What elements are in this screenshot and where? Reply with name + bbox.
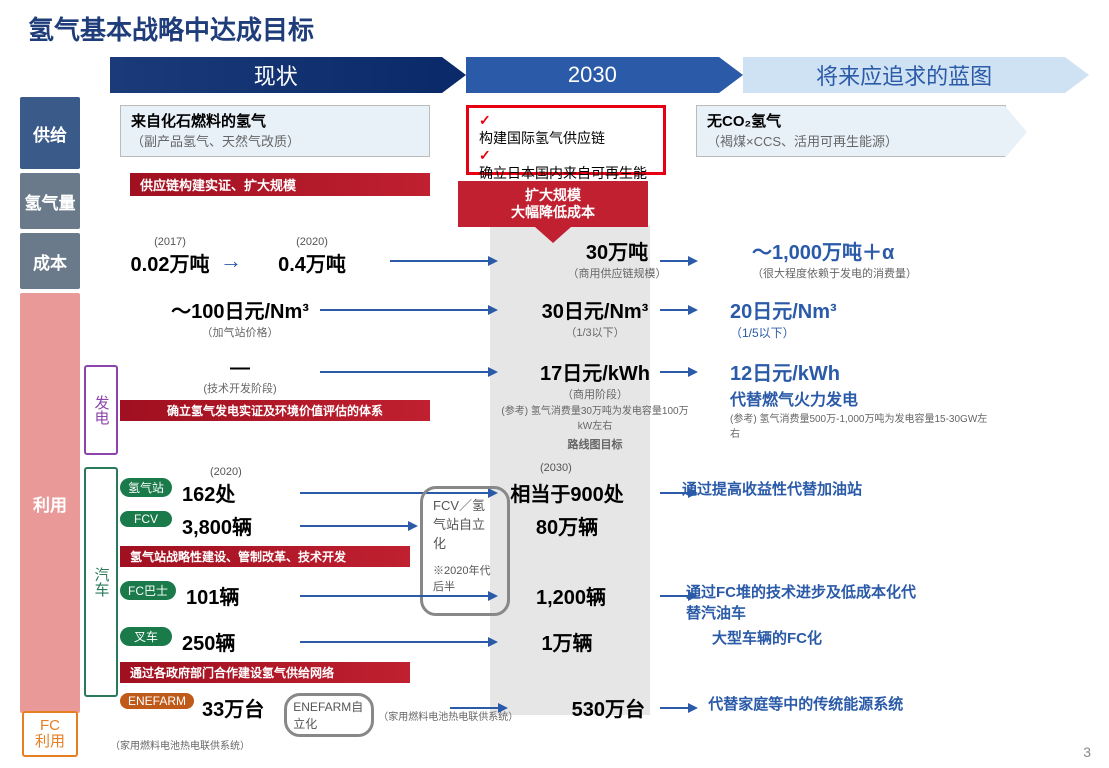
label: 扩大规模	[525, 187, 581, 203]
year-label: (2020)	[242, 236, 382, 248]
label: ENEFARM自立化	[293, 700, 363, 731]
label: (参考) 氢气消费量500万-1,000万吨为发电容量15-30GW左右	[730, 410, 990, 440]
arrow-icon: →	[220, 248, 242, 274]
label: (参考) 氢气消费量30万吨为发电容量100万kW左右	[500, 402, 690, 432]
label: 大幅降低成本	[511, 204, 595, 220]
label: （很大程度依赖于发电的消费量）	[752, 265, 1012, 281]
label: 通过FC堆的技术进步及低成本化代替汽油车	[686, 581, 926, 623]
page-number: 3	[1083, 744, 1091, 760]
label: 代替燃气火力发电	[730, 386, 990, 410]
label: （商用供应链规模）	[522, 265, 712, 281]
supply-future-box: 无CO₂氢气 （褐煤×CCS、活用可再生能源）	[696, 105, 1006, 157]
value: 12日元/kWh	[730, 357, 990, 386]
tag-fcv: FCV	[120, 511, 172, 527]
arrow-line	[300, 595, 490, 597]
value: 相当于900处	[492, 478, 642, 507]
arrow-line	[660, 707, 690, 709]
volume-row: (2017) 0.02万吨 → (2020) 0.4万吨 30万吨 （商用供应链…	[120, 236, 1089, 281]
arrow-line	[300, 641, 490, 643]
tag-bus: FC巴士	[120, 581, 176, 600]
value: 530万台	[548, 693, 668, 722]
supply-redtag: 扩大规模 大幅降低成本	[458, 181, 648, 227]
page-title: 氢气基本战略中达成目标	[0, 0, 1109, 53]
arrow-line	[320, 371, 490, 373]
value: 80万辆	[492, 511, 642, 540]
label: 构建国际氢气供应链	[479, 130, 653, 148]
label: （商用阶段）	[500, 386, 690, 402]
label: (技术开发阶段)	[120, 380, 360, 396]
value: 1万辆	[492, 627, 642, 656]
label: （褐煤×CCS、活用可再生能源）	[707, 131, 995, 150]
label: 代替家庭等中的传统能源系统	[708, 693, 948, 714]
car-section: (2020) 氢气站 162处 (2030) 相当于900处 通过提高收益性代替…	[120, 466, 1089, 683]
supply-present-box: 来自化石燃料的氢气 （副产品氢气、天然气改质）	[120, 105, 430, 157]
fc-row: ENEFARM 33万台 ENEFARM自立化 （家用燃料电池热电联供系统） 5…	[120, 693, 1089, 737]
side-volume: 氢气量	[20, 173, 80, 229]
arrow-line	[660, 371, 690, 373]
label: 无CO₂氢气	[707, 110, 995, 131]
label: FCV／氢气站自立化	[433, 495, 497, 552]
label: 路线图目标	[500, 436, 690, 452]
year-label: (2030)	[540, 462, 572, 474]
tag-fork: 叉车	[120, 627, 172, 646]
arrow-line	[660, 309, 690, 311]
supply-banner: 供应链构建实证、扩大规模	[130, 173, 430, 196]
arrow-line	[390, 260, 490, 262]
label: （副产品氢气、天然气改质）	[131, 131, 419, 150]
cost-row: ～100日元/Nm³ （加气站价格） 30日元/Nm³ （1/3以下） 20日元…	[120, 295, 1089, 341]
arrow-line	[660, 595, 690, 597]
gen-banner: 确立氢气发电实证及环境价值评估的体系	[120, 400, 430, 421]
side-gen: 发电	[84, 365, 118, 455]
arrow-icon	[442, 57, 466, 93]
tag-station: 氢气站	[120, 478, 172, 497]
value: ～1,000万吨＋α	[752, 236, 1012, 265]
arrow-icon	[719, 57, 743, 93]
arrow-line	[660, 260, 690, 262]
timeline-header: 现状 2030 将来应追求的蓝图	[0, 53, 1109, 97]
year-label: (2020)	[210, 466, 1089, 478]
supply-row: 来自化石燃料的氢气 （副产品氢气、天然气改质） ✓ 构建国际氢气供应链 ✓ 确立…	[120, 105, 1089, 177]
year-label: (2017)	[120, 236, 220, 248]
gen-row: — (技术开发阶段) 确立氢气发电实证及环境价值评估的体系 17日元/kWh （…	[120, 357, 1089, 452]
arrow-line	[300, 525, 410, 527]
side-fc: FC利用	[22, 711, 78, 757]
enefarm-box: ENEFARM自立化	[284, 693, 374, 737]
timeline-present: 现状	[110, 57, 442, 93]
value: —	[120, 357, 360, 380]
side-use: 利用	[20, 293, 80, 713]
value: 33万台	[202, 693, 264, 722]
car-banner2: 通过各政府部门合作建设氢气供给网络	[120, 662, 410, 683]
value: 20日元/Nm³	[730, 295, 990, 324]
label: （家用燃料电池热电联供系统）	[110, 737, 1089, 752]
value: 0.4万吨	[242, 248, 382, 277]
timeline-2030: 2030	[466, 57, 720, 93]
value: 0.02万吨	[120, 248, 220, 277]
label: （1/3以下）	[500, 324, 690, 340]
arrow-line	[320, 309, 490, 311]
label: 通过提高收益性代替加油站	[682, 478, 922, 499]
label: 大型车辆的FC化	[712, 627, 952, 648]
label: （1/5以下）	[730, 324, 990, 341]
supply-2030-box: ✓ 构建国际氢气供应链 ✓ 确立日本国内来自可再生能源的氢气制造技术	[466, 105, 666, 175]
label: （加气站价格）	[120, 324, 360, 340]
arrow-icon	[1005, 106, 1027, 158]
timeline-future: 将来应追求的蓝图	[743, 57, 1065, 93]
side-supply: 供给	[20, 97, 80, 169]
arrow-icon	[1065, 57, 1089, 93]
arrow-line	[660, 492, 690, 494]
value: 1,200辆	[496, 581, 646, 610]
arrow-line	[450, 707, 500, 709]
label: 来自化石燃料的氢气	[131, 110, 419, 131]
value: 3,800辆	[182, 511, 272, 540]
car-banner1: 氢气站战略性建设、管制改革、技术开发	[120, 546, 410, 567]
value: 250辆	[182, 627, 272, 656]
side-cost: 成本	[20, 233, 80, 289]
side-car: 汽车	[84, 467, 118, 697]
value: 162处	[182, 478, 272, 507]
value: 101辆	[186, 581, 276, 610]
tag-enefarm: ENEFARM	[120, 693, 194, 709]
